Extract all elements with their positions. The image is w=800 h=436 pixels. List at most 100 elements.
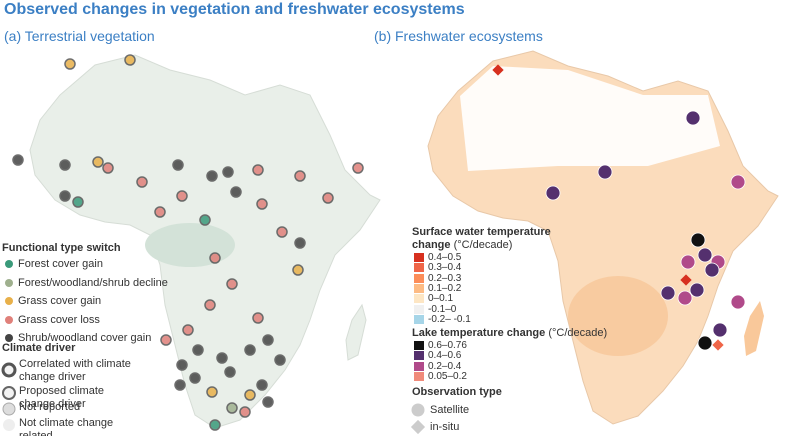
- legend-label: 0.2–0.4: [428, 360, 462, 372]
- legend-swatch: [414, 341, 424, 350]
- legend-symbol-diamond: [410, 419, 426, 435]
- legend-dot: [5, 297, 13, 305]
- legend-dot: [5, 278, 13, 287]
- site-marker: [199, 214, 211, 226]
- legend-symbol: [414, 361, 424, 371]
- site-marker: [216, 352, 228, 364]
- sites-terrestrial: [12, 54, 364, 431]
- legend-unit: (°C/decade): [548, 327, 608, 339]
- legend-swatch: [414, 314, 424, 324]
- lake-marker: [712, 322, 728, 338]
- legend-title: Observation type: [412, 386, 502, 398]
- legend-swatch: [414, 273, 424, 283]
- in-situ-marker: [680, 274, 692, 286]
- legend-symbol: [5, 260, 13, 268]
- legend-label: 0.3–0.4: [428, 262, 462, 274]
- site-marker: [136, 176, 148, 188]
- legend-label: Grass cover loss: [18, 313, 100, 326]
- lake-marker: [690, 232, 706, 248]
- lake-marker: [660, 285, 676, 301]
- site-marker: [59, 190, 71, 202]
- site-marker: [182, 324, 194, 336]
- legend-title-text: Lake temperature change: [412, 327, 546, 339]
- legend-swatch: [414, 304, 424, 314]
- legend-symbol: [411, 403, 425, 417]
- lake-marker: [697, 247, 713, 263]
- lake-marker: [545, 185, 561, 201]
- legend-swatch: [414, 253, 424, 262]
- legend-symbol: [5, 334, 13, 342]
- site-marker: [209, 252, 221, 264]
- legend-symbol: [5, 278, 13, 287]
- legend-symbol: [414, 283, 424, 293]
- site-marker: [12, 154, 24, 166]
- legend-label: 0.4–0.6: [428, 350, 462, 362]
- legend-dot: [5, 260, 13, 268]
- site-marker: [64, 58, 76, 70]
- legend-label: Correlated with climate change driver: [19, 358, 131, 383]
- legend-symbol: [414, 341, 424, 350]
- site-marker: [124, 54, 136, 66]
- legend-title-text: Surface water temperature change: [412, 226, 551, 251]
- site-marker: [352, 162, 364, 174]
- lake-marker: [677, 290, 693, 306]
- legend-title: Functional type switch: [2, 242, 121, 254]
- site-marker: [274, 354, 286, 366]
- site-marker: [204, 299, 216, 311]
- lake-marker: [730, 294, 746, 310]
- site-marker: [172, 159, 184, 171]
- lake-marker: [697, 335, 713, 351]
- legend-symbol: [1, 362, 17, 378]
- legend-symbol: [414, 371, 424, 381]
- legend-label: 0.05–0.2: [428, 370, 467, 382]
- site-marker: [252, 312, 264, 324]
- legend-symbol: [414, 304, 424, 314]
- legend-label: Not climate change related: [19, 417, 114, 436]
- site-marker: [176, 359, 188, 371]
- site-marker: [230, 186, 242, 198]
- site-marker: [209, 419, 221, 431]
- legend-label: 0.1–0.2: [428, 282, 462, 294]
- site-marker: [276, 226, 288, 238]
- legend-swatch: [414, 351, 424, 361]
- legend-symbol: [414, 263, 424, 273]
- legend-title: Climate driver: [2, 342, 76, 354]
- legend-label: Grass cover gain: [18, 295, 102, 307]
- legend-dot: [5, 334, 13, 342]
- site-marker: [256, 379, 268, 391]
- legend-swatch: [414, 294, 424, 304]
- site-marker: [322, 192, 334, 204]
- legend-ring: [3, 419, 15, 431]
- site-marker: [294, 170, 306, 182]
- site-marker: [102, 162, 114, 174]
- legend-ring: [1, 362, 17, 378]
- site-marker: [59, 159, 71, 171]
- legend-symbol: [414, 314, 424, 324]
- legend-symbol-circle: [411, 403, 425, 417]
- legend-symbol: [5, 297, 13, 305]
- legend-ring: [2, 402, 16, 416]
- legend-symbol: [5, 315, 13, 324]
- legend-label: 0.2–0.3: [428, 272, 462, 284]
- site-marker: [206, 386, 218, 398]
- site-marker: [192, 344, 204, 356]
- legend-label: in-situ: [430, 421, 460, 433]
- legend-label: 0.4–0.5: [428, 252, 462, 263]
- site-marker: [174, 379, 186, 391]
- legend-unit: (°C/decade): [453, 239, 513, 251]
- legend-swatch: [414, 361, 424, 371]
- legend-symbol: [2, 402, 16, 416]
- legend-label: 0–0.1: [428, 293, 454, 305]
- lake-marker: [730, 174, 746, 190]
- site-marker: [206, 170, 218, 182]
- legend-title: Surface water temperature change (°C/dec…: [412, 226, 562, 252]
- lake-marker: [680, 254, 696, 270]
- site-marker: [239, 406, 251, 418]
- legend-label: -0.1–0: [428, 303, 457, 315]
- legend-ring: [2, 386, 16, 400]
- lake-marker: [704, 262, 720, 278]
- legend-label: Forest/woodland/shrub decline: [18, 276, 168, 289]
- site-marker: [256, 198, 268, 210]
- panel-label: (a) Terrestrial vegetation: [4, 28, 155, 44]
